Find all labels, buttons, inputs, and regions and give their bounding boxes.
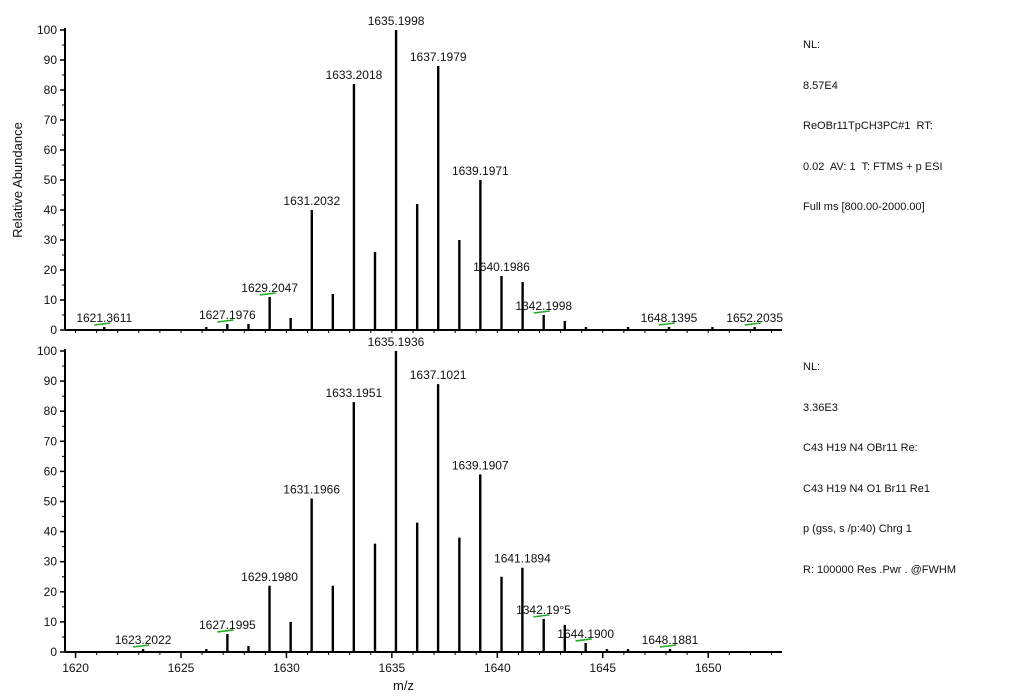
peak-label: 1627.1995 (199, 618, 256, 632)
info-block-bottom: NL: 3.36E3 C43 H19 N4 OBr11 Re: C43 H19 … (803, 334, 956, 604)
peak-marker (132, 644, 150, 648)
info-line: 0.02 AV: 1 T: FTMS + p ESI (803, 160, 943, 173)
peak-label: 1648.1395 (641, 311, 698, 325)
info-line: Full ms [800.00-2000.00] (803, 201, 925, 213)
info-line: C43 H19 N4 O1 Br11 Re1 (803, 482, 930, 495)
peak-label: 1641.1894 (494, 552, 551, 566)
peak-label: 1652.2035 (726, 311, 783, 325)
peak-label: 1635.1998 (368, 14, 425, 28)
peak-label: 1629.1980 (241, 570, 298, 584)
y-tick-label: 40 (44, 203, 58, 217)
y-tick-label: 50 (44, 495, 58, 509)
info-line: NL: (803, 39, 821, 51)
y-tick-label: 30 (44, 233, 58, 247)
peak-label: 1633.2018 (326, 68, 383, 82)
y-tick-label: 40 (44, 525, 58, 539)
y-tick-label: 20 (44, 263, 58, 277)
peak-label: 1639.1907 (452, 458, 509, 472)
peak-label: 1635.1936 (368, 335, 425, 349)
y-tick-label: 60 (44, 464, 58, 478)
y-axis-title: Relative Abundance (10, 122, 25, 238)
peak-label: 1648.1881 (642, 633, 699, 647)
peak-label: 1640.1986 (473, 260, 530, 274)
peak-label: 1633.1951 (325, 386, 382, 400)
y-tick-label: 10 (44, 615, 58, 629)
y-tick-label: 0 (50, 323, 57, 337)
info-line: 8.57E4 (803, 79, 838, 92)
y-tick-label: 80 (44, 83, 58, 97)
info-line: NL: (803, 361, 821, 373)
info-line: R: 100000 Res .Pwr . @FWHM (803, 563, 956, 576)
peak-label: 1342.19°5 (516, 603, 571, 617)
info-line: ReOBr11TpCH3PC#1 RT: (803, 120, 933, 132)
peak-marker (217, 629, 234, 633)
x-tick-label: 1620 (62, 661, 89, 675)
peak-label: 1637.1979 (410, 50, 467, 64)
x-tick-label: 1645 (589, 661, 616, 675)
x-tick-label: 1625 (168, 661, 195, 675)
peak-marker (744, 322, 761, 326)
y-tick-label: 20 (44, 585, 58, 599)
y-tick-label: 90 (44, 374, 58, 388)
x-tick-label: 1630 (273, 661, 300, 675)
peak-marker (533, 310, 550, 314)
peak-label: 1627.1976 (199, 308, 256, 322)
peak-marker (259, 292, 276, 296)
peak-marker (658, 322, 676, 326)
y-tick-label: 10 (44, 293, 58, 307)
info-block-top: NL: 8.57E4 ReOBr11TpCH3PC#1 RT: 0.02 AV:… (803, 12, 943, 242)
x-tick-label: 1635 (379, 661, 406, 675)
info-line: 3.36E3 (803, 401, 838, 414)
y-tick-label: 0 (50, 645, 57, 659)
peak-marker (217, 319, 234, 323)
y-tick-label: 100 (37, 23, 57, 37)
peak-marker (533, 614, 550, 618)
y-tick-label: 50 (44, 173, 58, 187)
peak-label: 1639.1971 (452, 164, 509, 178)
peak-marker (659, 644, 677, 648)
peak-label: 1637.1021 (410, 368, 467, 382)
y-tick-label: 70 (44, 434, 58, 448)
peak-label: 1631.2032 (283, 194, 340, 208)
y-tick-label: 90 (44, 53, 58, 67)
peak-label: 1621.3611 (76, 311, 132, 325)
y-tick-label: 70 (44, 113, 58, 127)
y-tick-label: 30 (44, 555, 58, 569)
peak-label: 1644.1900 (557, 627, 614, 641)
info-line: p (gss, s /p:40) Chrg 1 (803, 523, 912, 535)
y-tick-label: 60 (44, 143, 58, 157)
info-line: C43 H19 N4 OBr11 Re: (803, 442, 918, 454)
x-tick-label: 1640 (484, 661, 511, 675)
peak-label: 1631.1966 (283, 482, 340, 496)
peak-marker (575, 638, 592, 642)
peak-label: 1629.2047 (241, 281, 298, 295)
y-tick-label: 80 (44, 404, 58, 418)
y-tick-label: 100 (37, 344, 57, 358)
peak-marker (94, 322, 111, 326)
peak-label: 1342.1998 (515, 299, 572, 313)
peak-label: 1623.2022 (115, 633, 172, 647)
x-axis-title: m/z (393, 678, 414, 693)
x-tick-label: 1650 (695, 661, 722, 675)
